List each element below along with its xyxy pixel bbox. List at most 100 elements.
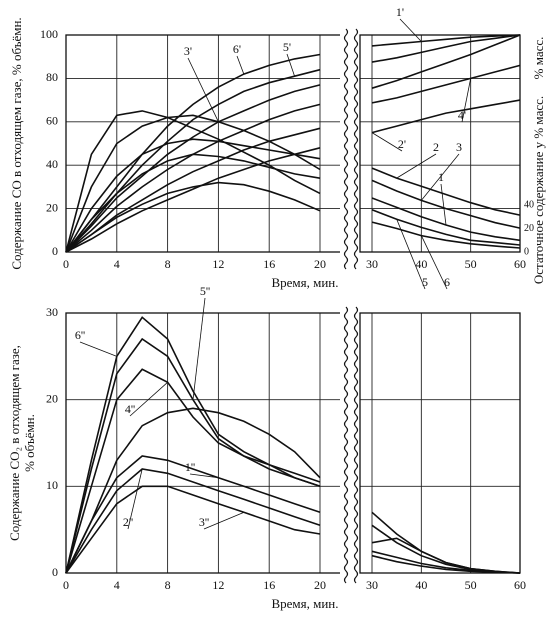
- y-tick-label: 80: [46, 70, 58, 84]
- curve-label: 4': [458, 108, 466, 122]
- x-tick-label: 0: [63, 257, 69, 271]
- curve: [65, 485, 321, 574]
- label-leader: [187, 57, 219, 122]
- curve: [65, 84, 321, 253]
- curve-label: 3'': [199, 515, 209, 529]
- x-tick-label: 0: [63, 578, 69, 592]
- curve-label: 4'': [125, 402, 135, 416]
- label-leader: [421, 153, 460, 201]
- curve: [65, 68, 321, 253]
- curve-label: 5'': [200, 284, 210, 298]
- y-axis-label: % объёмн.: [22, 414, 37, 472]
- curve: [65, 147, 321, 253]
- label-leader: [192, 297, 206, 400]
- x-axis-label: Время, мин.: [271, 275, 338, 290]
- x-tick-label: 50: [465, 257, 477, 271]
- curve: [65, 368, 321, 574]
- x-tick-label: 16: [263, 578, 275, 592]
- label-leader: [440, 183, 447, 226]
- curve: [65, 153, 321, 253]
- curve: [371, 179, 521, 229]
- y-tick-label: 60: [46, 114, 58, 128]
- curve: [371, 34, 521, 47]
- curve: [65, 181, 321, 253]
- label-leader: [236, 55, 245, 75]
- curve: [65, 407, 321, 574]
- x-tick-label: 4: [114, 578, 120, 592]
- label-leader: [203, 511, 244, 530]
- y-tick-label: 100: [40, 27, 58, 41]
- curve: [65, 114, 321, 253]
- y-tick-label: 0: [52, 565, 58, 579]
- y2-tick-label: 40: [524, 199, 534, 210]
- label-leader: [79, 341, 117, 357]
- x-tick-label: 50: [465, 578, 477, 592]
- curve-label: 5: [422, 275, 428, 289]
- x-tick-label: 8: [165, 257, 171, 271]
- curve-label: 1'': [185, 460, 195, 474]
- curve: [65, 316, 321, 574]
- axis-break: [343, 28, 349, 270]
- axis-break: [353, 306, 359, 584]
- curve: [65, 103, 321, 253]
- x-tick-label: 40: [415, 257, 427, 271]
- label-leader: [396, 219, 426, 290]
- x-tick-label: 16: [263, 257, 275, 271]
- label-leader: [371, 132, 403, 152]
- y-tick-label: 40: [46, 157, 58, 171]
- axis-break: [343, 306, 349, 584]
- y-tick-label: 0: [52, 244, 58, 258]
- label-leader: [399, 18, 422, 42]
- curve: [371, 554, 521, 574]
- axis-break: [353, 28, 359, 270]
- curve-label: 3: [456, 140, 462, 154]
- curve: [65, 138, 321, 253]
- y-tick-label: 10: [46, 478, 58, 492]
- x-tick-label: 60: [514, 578, 526, 592]
- label-leader: [189, 473, 219, 479]
- y-tick-label: 20: [46, 391, 58, 405]
- plot-frame: [359, 34, 521, 253]
- y2-tick-label: 0: [524, 246, 529, 257]
- break-gap: [340, 307, 359, 579]
- label-leader: [420, 235, 448, 290]
- curve: [371, 99, 521, 134]
- y2-unit: % масс.: [531, 37, 546, 80]
- x-tick-label: 60: [514, 257, 526, 271]
- x-tick-label: 40: [415, 578, 427, 592]
- x-axis-label: Время, мин.: [271, 596, 338, 611]
- label-leader: [129, 382, 168, 417]
- x-tick-label: 12: [212, 578, 224, 592]
- x-tick-label: 12: [212, 257, 224, 271]
- curve: [65, 337, 321, 574]
- y-tick-label: 20: [46, 200, 58, 214]
- plot-frame: [65, 34, 343, 253]
- curve-label: 6': [233, 42, 241, 56]
- y-axis-label: Содержание CO₂ в отходящем газе,: [7, 345, 22, 541]
- label-leader: [461, 78, 472, 123]
- curve: [371, 64, 521, 104]
- curve-label: 1': [396, 5, 404, 19]
- curve: [65, 53, 321, 253]
- curve-label: 1: [438, 170, 444, 184]
- curve-label: 2: [433, 140, 439, 154]
- curve-label: 2': [398, 137, 406, 151]
- y-axis-label: Содержание CO в отходящем газе, % объёмн…: [9, 17, 24, 269]
- curve: [65, 468, 321, 574]
- x-tick-label: 30: [366, 257, 378, 271]
- label-leader: [396, 153, 437, 179]
- curve: [371, 34, 521, 63]
- curve-label: 5': [283, 40, 291, 54]
- plot-frame: [65, 312, 343, 574]
- curve: [371, 34, 521, 89]
- x-tick-label: 30: [366, 578, 378, 592]
- label-leader: [127, 468, 143, 530]
- x-tick-label: 8: [165, 578, 171, 592]
- x-tick-label: 20: [314, 578, 326, 592]
- curve-label: 2'': [123, 515, 133, 529]
- curve-label: 6'': [75, 328, 85, 342]
- y2-axis-label: Остаточное содержание у % масс.: [531, 96, 546, 284]
- y2-tick-label: 20: [524, 223, 534, 234]
- curve-label: 3': [184, 44, 192, 58]
